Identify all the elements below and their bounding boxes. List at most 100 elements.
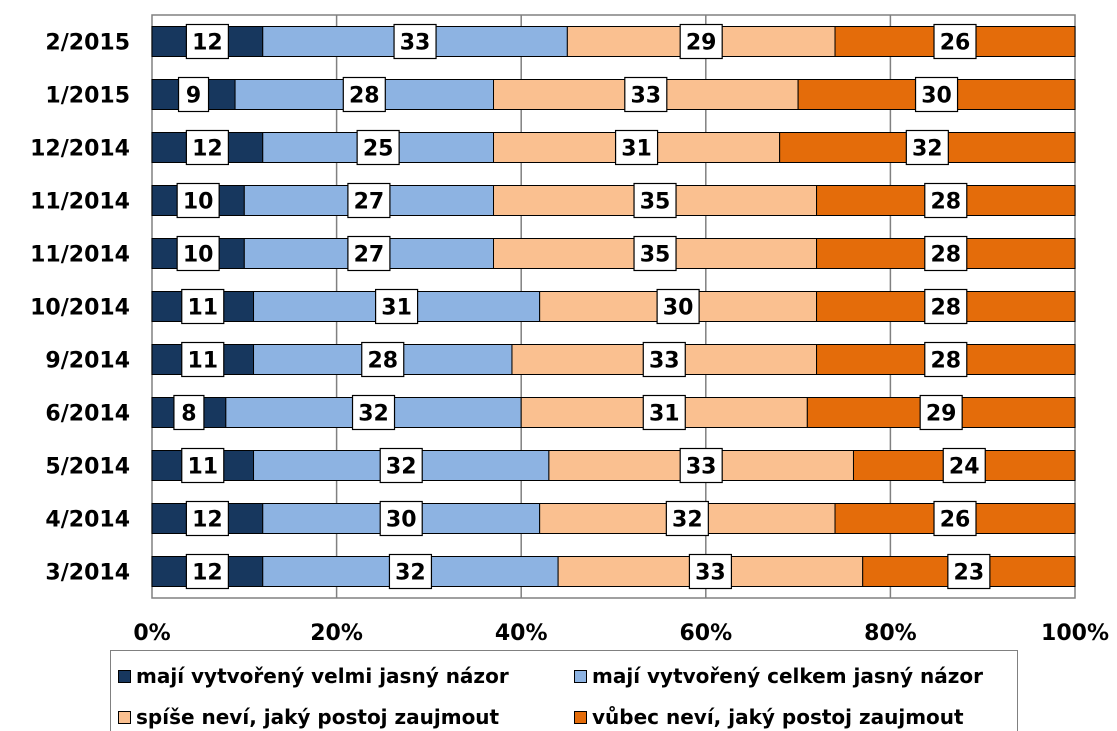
data-label: 27 xyxy=(354,190,385,215)
legend xyxy=(110,650,1018,731)
data-label-box xyxy=(342,76,386,113)
data-label-box xyxy=(919,394,963,431)
legend-swatch-4 xyxy=(574,710,587,724)
data-label-box xyxy=(177,76,210,113)
data-label-box xyxy=(933,23,977,60)
data-label-box xyxy=(924,235,968,272)
data-label-box xyxy=(933,500,977,537)
data-label: 33 xyxy=(630,84,661,109)
data-label: 30 xyxy=(663,296,694,321)
data-label-box xyxy=(379,447,423,484)
data-label: 10 xyxy=(183,190,214,215)
y-category-label: 11/2014 xyxy=(30,243,130,268)
legend-swatch-2 xyxy=(574,669,587,683)
data-label: 31 xyxy=(621,137,652,162)
data-label: 35 xyxy=(640,190,671,215)
y-category-label: 10/2014 xyxy=(30,296,130,321)
data-label-box xyxy=(905,129,949,166)
data-label: 11 xyxy=(187,296,218,321)
data-label-box xyxy=(924,288,968,325)
data-label: 29 xyxy=(686,31,717,56)
data-label-box xyxy=(176,235,220,272)
x-tick-label: 0% xyxy=(133,621,170,646)
data-label: 26 xyxy=(940,508,971,533)
data-label-box xyxy=(642,341,686,378)
data-label-box xyxy=(947,553,991,590)
data-label-box xyxy=(185,553,229,590)
data-label: 11 xyxy=(187,349,218,374)
data-label: 33 xyxy=(649,349,680,374)
data-label: 28 xyxy=(349,84,380,109)
data-label: 12 xyxy=(192,561,223,586)
data-label: 28 xyxy=(367,349,398,374)
data-label: 23 xyxy=(954,561,985,586)
y-category-label: 3/2014 xyxy=(45,561,130,586)
data-label: 9 xyxy=(186,84,201,109)
data-label-box xyxy=(388,553,433,590)
data-label-box xyxy=(181,341,225,378)
legend-label-1: mají vytvořený velmi jasný názor xyxy=(136,664,509,688)
x-tick-label: 80% xyxy=(864,621,917,646)
data-label-box xyxy=(642,394,686,431)
data-label-box xyxy=(176,182,220,219)
data-label: 32 xyxy=(395,561,426,586)
y-category-label: 5/2014 xyxy=(45,455,130,480)
data-label: 8 xyxy=(181,402,196,427)
data-label-box xyxy=(379,500,423,537)
data-label-box xyxy=(665,500,709,537)
legend-label-3: spíše neví, jaký postoj zaujmout xyxy=(136,705,500,729)
data-label-box xyxy=(181,288,225,325)
y-category-label: 9/2014 xyxy=(45,349,130,374)
data-label-box xyxy=(914,76,959,113)
data-label: 29 xyxy=(926,402,957,427)
y-category-label: 1/2015 xyxy=(45,84,130,109)
x-tick-label: 20% xyxy=(310,621,363,646)
data-label: 30 xyxy=(921,84,952,109)
data-label: 28 xyxy=(930,190,961,215)
data-label-box xyxy=(185,23,229,60)
data-label-box xyxy=(347,235,391,272)
data-label: 33 xyxy=(686,455,717,480)
data-label: 25 xyxy=(363,137,394,162)
data-label-box xyxy=(185,129,229,166)
data-label-box xyxy=(679,447,723,484)
x-tick-label: 40% xyxy=(495,621,548,646)
legend-item-4: vůbec neví, jaký postoj zaujmout xyxy=(574,705,964,729)
data-label: 32 xyxy=(912,137,943,162)
y-category-label: 6/2014 xyxy=(45,402,130,427)
data-label-box xyxy=(633,182,677,219)
data-label: 12 xyxy=(192,508,223,533)
data-label-box xyxy=(393,23,437,60)
data-label: 11 xyxy=(187,455,218,480)
data-label-box xyxy=(614,129,659,166)
legend-label-4: vůbec neví, jaký postoj zaujmout xyxy=(592,705,964,729)
data-label: 33 xyxy=(695,561,726,586)
data-label-box xyxy=(633,235,677,272)
y-category-label: 4/2014 xyxy=(45,508,130,533)
data-label: 26 xyxy=(940,31,971,56)
x-tick-label: 60% xyxy=(679,621,732,646)
data-label-box xyxy=(356,129,400,166)
legend-label-2: mají vytvořený celkem jasný názor xyxy=(592,664,983,688)
legend-swatch-1 xyxy=(118,669,131,683)
legend-swatch-3 xyxy=(118,710,131,724)
data-label: 12 xyxy=(192,31,223,56)
data-label-box xyxy=(185,500,229,537)
data-label-box xyxy=(924,341,968,378)
data-label: 32 xyxy=(386,455,417,480)
y-category-label: 11/2014 xyxy=(30,190,130,215)
data-label: 33 xyxy=(400,31,431,56)
data-label-box xyxy=(347,182,391,219)
data-label-box xyxy=(173,394,205,431)
legend-item-2: mají vytvořený celkem jasný názor xyxy=(574,664,983,688)
data-label: 28 xyxy=(930,243,961,268)
data-label: 27 xyxy=(354,243,385,268)
data-label: 30 xyxy=(386,508,417,533)
legend-item-1: mají vytvořený velmi jasný názor xyxy=(118,664,509,688)
x-tick-label: 100% xyxy=(1041,621,1109,646)
data-label: 10 xyxy=(183,243,214,268)
y-category-label: 2/2015 xyxy=(45,31,130,56)
data-label: 35 xyxy=(640,243,671,268)
data-label: 32 xyxy=(672,508,703,533)
